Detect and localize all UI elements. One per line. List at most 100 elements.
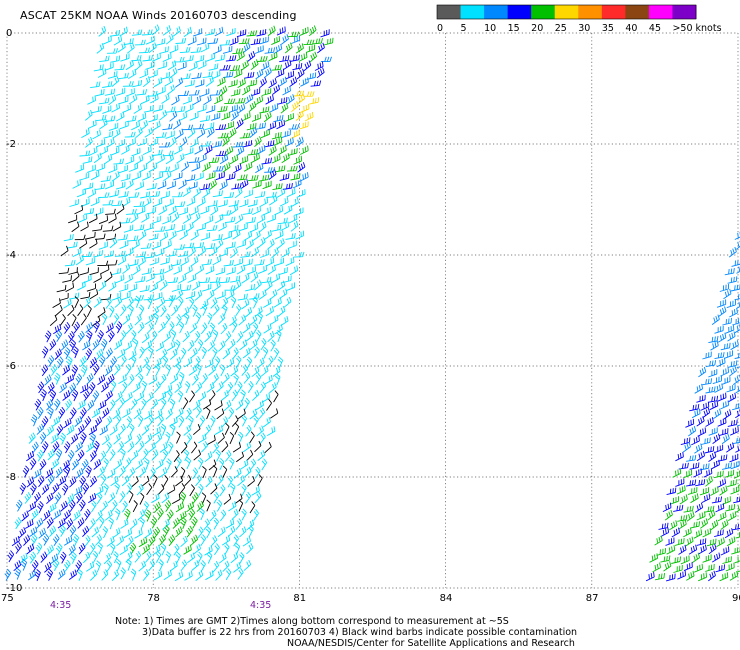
wind-barb	[158, 321, 166, 333]
wind-barb	[256, 425, 264, 437]
wind-barb	[129, 423, 135, 436]
wind-barb	[100, 175, 112, 182]
wind-barb	[99, 425, 108, 436]
wind-barb	[146, 483, 153, 496]
wind-barb	[60, 500, 68, 512]
wind-barb	[193, 123, 205, 130]
wind-barb	[24, 519, 34, 529]
wind-barb	[721, 433, 730, 445]
wind-barb	[283, 59, 292, 70]
wind-barb	[710, 486, 719, 496]
wind-barb	[691, 408, 701, 419]
wind-barb	[265, 306, 274, 317]
wind-barb	[38, 527, 47, 539]
wind-barb	[173, 265, 183, 275]
wind-barb	[141, 475, 150, 487]
wind-barb	[135, 276, 146, 283]
wind-barb	[137, 138, 147, 147]
wind-barb	[247, 381, 254, 393]
wind-barb	[317, 42, 325, 54]
wind-barb	[195, 474, 202, 487]
wind-barb	[31, 508, 39, 521]
wind-barb	[221, 390, 229, 401]
wind-barb	[224, 121, 235, 130]
wind-barb	[225, 216, 236, 224]
wind-barb	[191, 516, 198, 529]
wind-barb	[200, 560, 206, 573]
wind-barb	[140, 95, 150, 105]
wind-barb	[159, 231, 169, 242]
wind-barb	[66, 356, 73, 369]
wind-barb	[233, 562, 242, 573]
wind-barb	[252, 230, 261, 241]
wind-barb	[96, 492, 103, 505]
wind-barb	[305, 44, 316, 53]
wind-barb	[219, 484, 226, 497]
wind-barb	[276, 329, 282, 342]
wind-barb	[172, 26, 181, 37]
wind-barb	[183, 26, 192, 37]
wind-barb	[24, 492, 32, 504]
wind-barb	[105, 390, 113, 402]
lon-tick-label: 84	[440, 593, 453, 604]
wind-barb	[128, 283, 138, 293]
wind-barb	[241, 414, 247, 427]
wind-barb	[686, 454, 697, 462]
legend-tick-label: 35	[602, 23, 614, 34]
wind-barb	[128, 349, 137, 361]
wind-barb	[191, 441, 198, 454]
wind-barb	[103, 553, 112, 565]
wind-barb	[277, 96, 288, 105]
wind-barb	[180, 161, 190, 172]
wind-barb	[89, 432, 96, 445]
wind-barb	[281, 248, 290, 258]
wind-barb	[292, 179, 302, 189]
wind-barb	[183, 242, 195, 249]
wind-barb	[258, 221, 267, 233]
wind-barb	[257, 474, 263, 487]
wind-barb	[215, 449, 222, 462]
wind-barb	[206, 499, 211, 512]
wind-barb	[121, 145, 130, 155]
wind-barb	[235, 304, 242, 317]
wind-barb	[696, 450, 706, 462]
wind-barb	[84, 416, 92, 428]
wind-barb	[95, 485, 104, 496]
wind-barb	[70, 551, 77, 564]
legend-tick-label: 0	[437, 23, 443, 34]
wind-barb	[208, 246, 218, 257]
wind-barb	[247, 475, 255, 487]
wind-barb	[97, 68, 107, 78]
wind-barb	[96, 163, 106, 172]
wind-barb	[194, 54, 205, 63]
wind-barb	[254, 346, 260, 359]
wind-barb	[113, 363, 121, 376]
wind-barb	[182, 213, 192, 224]
wind-barb	[148, 138, 159, 147]
wind-barb	[139, 517, 145, 530]
wind-barb	[710, 340, 719, 351]
wind-barb	[78, 330, 85, 343]
wind-barb	[297, 162, 306, 173]
wind-barb	[217, 526, 226, 538]
wind-barb	[733, 496, 740, 504]
wind-barb	[240, 251, 251, 258]
wind-barb	[206, 224, 218, 232]
wind-barb	[724, 528, 734, 539]
wind-barb	[726, 384, 736, 393]
wind-barb	[77, 399, 86, 410]
wind-barb	[201, 373, 208, 385]
wind-barb	[224, 331, 232, 343]
legend-tick-label: 10	[484, 23, 496, 34]
wind-barb	[215, 150, 227, 157]
wind-barb	[96, 138, 106, 148]
wind-barb	[174, 105, 186, 113]
wind-barb	[95, 510, 103, 522]
wind-barb	[105, 441, 112, 454]
map-axes: 0-2-4-6-8-10757881848790	[1, 28, 740, 604]
wind-barb	[730, 340, 739, 351]
wind-barb	[112, 527, 121, 539]
wind-barb	[93, 64, 104, 72]
wind-barb	[112, 221, 122, 232]
wind-barb	[96, 348, 104, 360]
